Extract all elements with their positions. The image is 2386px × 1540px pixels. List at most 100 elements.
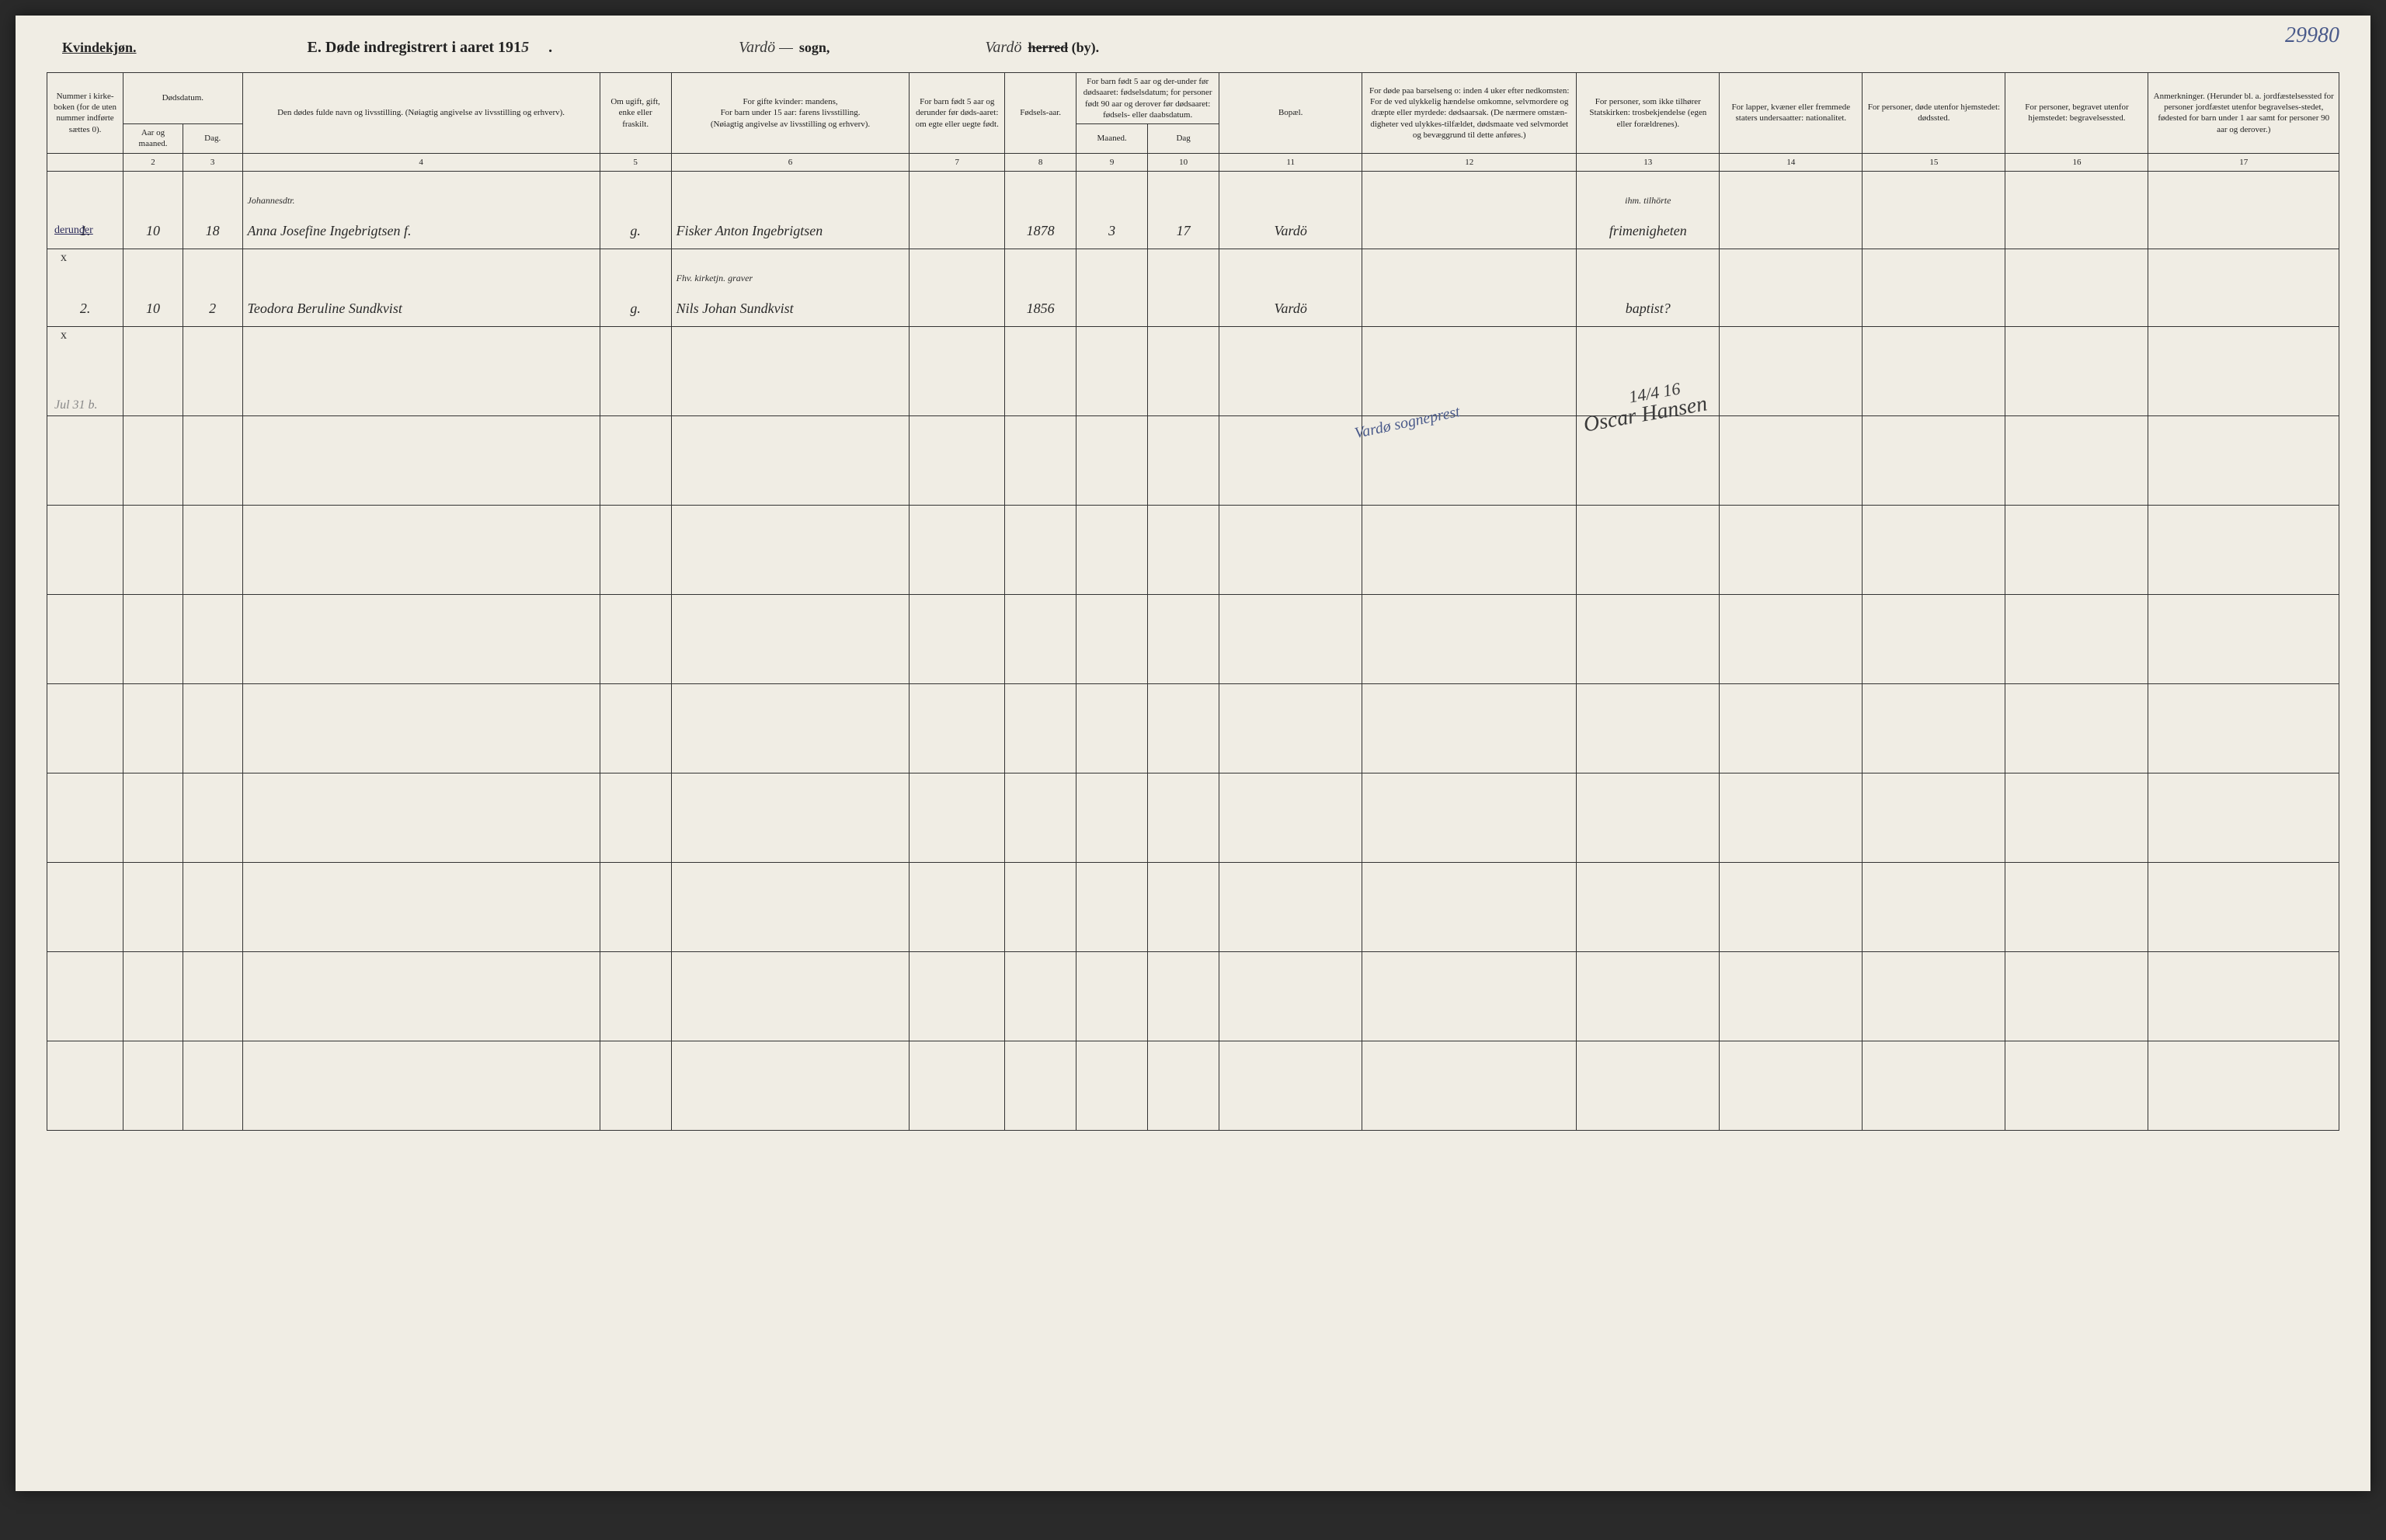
cell xyxy=(123,595,183,684)
cell xyxy=(1863,172,2005,249)
cell xyxy=(1863,863,2005,952)
table-row xyxy=(47,684,2339,773)
cell xyxy=(1005,684,1076,773)
cell xyxy=(600,773,671,863)
cell xyxy=(2005,684,2148,773)
header-row-1: Nummer i kirke-boken (for de uten nummer… xyxy=(47,73,2339,124)
cell xyxy=(1362,249,1577,327)
cell xyxy=(183,327,242,416)
cell: 1856 xyxy=(1005,249,1076,327)
cell xyxy=(910,773,1005,863)
h-c2-top: Dødsdatum. xyxy=(123,73,242,124)
h-c8: Fødsels-aar. xyxy=(1005,73,1076,154)
cell xyxy=(242,952,600,1041)
h-c16: For personer, begravet utenfor hjemstede… xyxy=(2005,73,2148,154)
h-c17: Anmerkninger. (Herunder bl. a. jordfæste… xyxy=(2148,73,2339,154)
cell xyxy=(123,863,183,952)
table-row xyxy=(47,506,2339,595)
cell xyxy=(2005,249,2148,327)
cell xyxy=(47,773,123,863)
cell xyxy=(1005,506,1076,595)
cell xyxy=(1577,952,1720,1041)
cell xyxy=(1148,506,1219,595)
cell xyxy=(242,506,600,595)
cell xyxy=(671,684,910,773)
cell xyxy=(242,327,600,416)
table-wrapper: derunder Jul 31 b. Nummer i kirke-boken … xyxy=(47,72,2339,1131)
title-year-suffix: 5 xyxy=(521,39,544,57)
left-pencil-note: Jul 31 b. xyxy=(54,398,98,412)
title-prefix: E. Døde indregistrert i aaret 191 xyxy=(308,39,522,56)
cell xyxy=(183,952,242,1041)
cell xyxy=(1005,327,1076,416)
h-c9a: Maaned. xyxy=(1076,124,1148,154)
cell xyxy=(2005,773,2148,863)
sogn-label: sogn, xyxy=(799,40,830,56)
table-row xyxy=(47,327,2339,416)
cell xyxy=(1720,416,1863,506)
cn-14: 14 xyxy=(1720,153,1863,171)
cell xyxy=(1219,416,1362,506)
cell xyxy=(1076,1041,1148,1131)
header-row: Kvindekjøn. E. Døde indregistrert i aare… xyxy=(47,39,2339,57)
cn-7: 7 xyxy=(910,153,1005,171)
cell: 1. xyxy=(47,172,123,249)
cell xyxy=(2005,327,2148,416)
cell xyxy=(1720,172,1863,249)
h-c13: For personer, som ikke tilhører Statskir… xyxy=(1577,73,1720,154)
column-number-row: 2 3 4 5 6 7 8 9 10 11 12 13 14 15 16 17 xyxy=(47,153,2339,171)
table-row: 2.102Teodora Beruline Sundkvistg.Fhv. ki… xyxy=(47,249,2339,327)
cell: 10 xyxy=(123,172,183,249)
cell: g. xyxy=(600,172,671,249)
cell xyxy=(1720,327,1863,416)
herred-suffix: (by). xyxy=(1072,40,1100,55)
cell: ihm. tilhörtefrimenigheten xyxy=(1577,172,1720,249)
cell xyxy=(1720,249,1863,327)
cn-6: 6 xyxy=(671,153,910,171)
cell xyxy=(910,416,1005,506)
cell xyxy=(1005,1041,1076,1131)
ledger-page: 29980 Kvindekjøn. E. Døde indregistrert … xyxy=(16,16,2370,1491)
cell xyxy=(1720,952,1863,1041)
table-row xyxy=(47,863,2339,952)
h-c5: Om ugift, gift, enke eller fraskilt. xyxy=(600,73,671,154)
cell xyxy=(183,1041,242,1131)
cn-1 xyxy=(47,153,123,171)
cell xyxy=(1219,952,1362,1041)
cell xyxy=(1577,863,1720,952)
gender-label: Kvindekjøn. xyxy=(62,40,137,56)
cell xyxy=(2148,416,2339,506)
table-body: 1.1018Johannesdtr.Anna Josefine Ingebrig… xyxy=(47,172,2339,1131)
cell xyxy=(600,1041,671,1131)
cell xyxy=(1720,506,1863,595)
cell xyxy=(2005,416,2148,506)
cell xyxy=(2005,595,2148,684)
cell xyxy=(1076,595,1148,684)
cn-5: 5 xyxy=(600,153,671,171)
cell: 1878 xyxy=(1005,172,1076,249)
h-c11: Bopæl. xyxy=(1219,73,1362,154)
table-head: Nummer i kirke-boken (for de uten nummer… xyxy=(47,73,2339,172)
cell xyxy=(47,416,123,506)
cell xyxy=(1863,773,2005,863)
cell xyxy=(671,773,910,863)
cell xyxy=(1362,506,1577,595)
cn-11: 11 xyxy=(1219,153,1362,171)
cell xyxy=(1005,952,1076,1041)
table-row xyxy=(47,595,2339,684)
cell xyxy=(2148,327,2339,416)
cell xyxy=(242,863,600,952)
cell xyxy=(671,863,910,952)
cell: 10 xyxy=(123,249,183,327)
cell xyxy=(123,416,183,506)
cell xyxy=(183,863,242,952)
cell xyxy=(242,416,600,506)
cell: Fhv. kirketjn. graverNils Johan Sundkvis… xyxy=(671,249,910,327)
cell xyxy=(1005,595,1076,684)
cell xyxy=(1362,773,1577,863)
cell xyxy=(123,1041,183,1131)
cn-10: 10 xyxy=(1148,153,1219,171)
cell xyxy=(183,506,242,595)
cell xyxy=(1219,1041,1362,1131)
cell xyxy=(1720,684,1863,773)
